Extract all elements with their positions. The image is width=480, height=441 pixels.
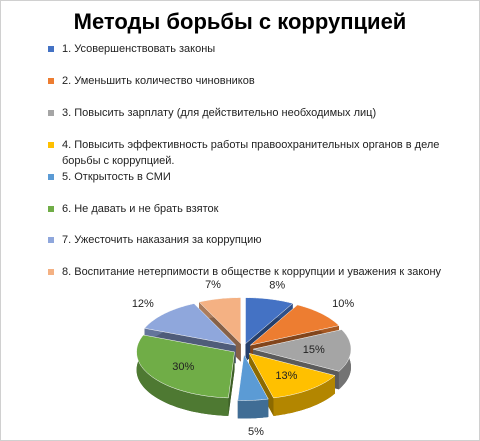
legend-entry: 7. Ужесточить наказания за коррупцию bbox=[48, 232, 472, 248]
slice-top bbox=[136, 334, 235, 399]
legend-swatch bbox=[48, 110, 54, 116]
slice bbox=[136, 334, 235, 416]
data-label: 15% bbox=[303, 344, 325, 356]
slice-side bbox=[136, 335, 229, 416]
legend-entry: 8. Воспитание нетерпимости в обществе к … bbox=[48, 264, 472, 280]
legend-text: 5. Открытость в СМИ bbox=[62, 171, 171, 183]
slice bbox=[248, 352, 336, 416]
slice-side bbox=[273, 375, 335, 416]
slice bbox=[237, 353, 269, 419]
data-label: 30% bbox=[172, 361, 194, 373]
legend-swatch bbox=[48, 174, 54, 180]
legend-text: 4. Повысить эффективность работы правоох… bbox=[62, 139, 440, 167]
legend-text: 2. Уменьшить количество чиновников bbox=[62, 75, 255, 87]
legend-text: 8. Воспитание нетерпимости в обществе к … bbox=[62, 266, 442, 278]
legend-entry: 5. Открытость в СМИ bbox=[48, 169, 472, 185]
slice-top bbox=[252, 329, 352, 372]
legend-swatch bbox=[48, 206, 54, 212]
data-label: 10% bbox=[332, 298, 354, 310]
slice-top bbox=[250, 304, 340, 346]
legend-entry: 6. Не давать и не брать взяток bbox=[48, 201, 472, 217]
legend-swatch bbox=[48, 269, 54, 275]
legend-swatch bbox=[48, 78, 54, 84]
chart-title: Методы борьбы с коррупцией bbox=[73, 9, 407, 34]
legend-swatch bbox=[48, 237, 54, 243]
slice-top bbox=[198, 297, 242, 345]
slice-top bbox=[144, 303, 237, 346]
legend-text: 1. Усовершенствовать законы bbox=[62, 43, 216, 55]
data-label: 7% bbox=[205, 279, 221, 291]
data-label: 12% bbox=[132, 298, 154, 310]
slice-top bbox=[245, 297, 294, 345]
legend-entry: 4. Повысить эффективность работы правоох… bbox=[48, 137, 472, 169]
data-label: 5% bbox=[248, 426, 264, 438]
legend-text: 3. Повысить зарплату (для действительно … bbox=[62, 107, 377, 119]
legend-swatch bbox=[48, 46, 54, 52]
legend-swatch bbox=[48, 142, 54, 148]
data-label: 8% bbox=[269, 280, 285, 292]
data-label: 13% bbox=[275, 370, 297, 382]
legend-entry: 1. Усовершенствовать законы bbox=[48, 41, 472, 57]
legend-text: 7. Ужесточить наказания за коррупцию bbox=[62, 234, 262, 246]
slice-top bbox=[248, 352, 336, 399]
legend-text: 6. Не давать и не брать взяток bbox=[62, 203, 219, 215]
slice-side bbox=[237, 399, 269, 419]
slice-top bbox=[237, 353, 269, 401]
legend-entry: 2. Уменьшить количество чиновников bbox=[48, 73, 472, 89]
legend-entry: 3. Повысить зарплату (для действительно … bbox=[48, 105, 472, 121]
